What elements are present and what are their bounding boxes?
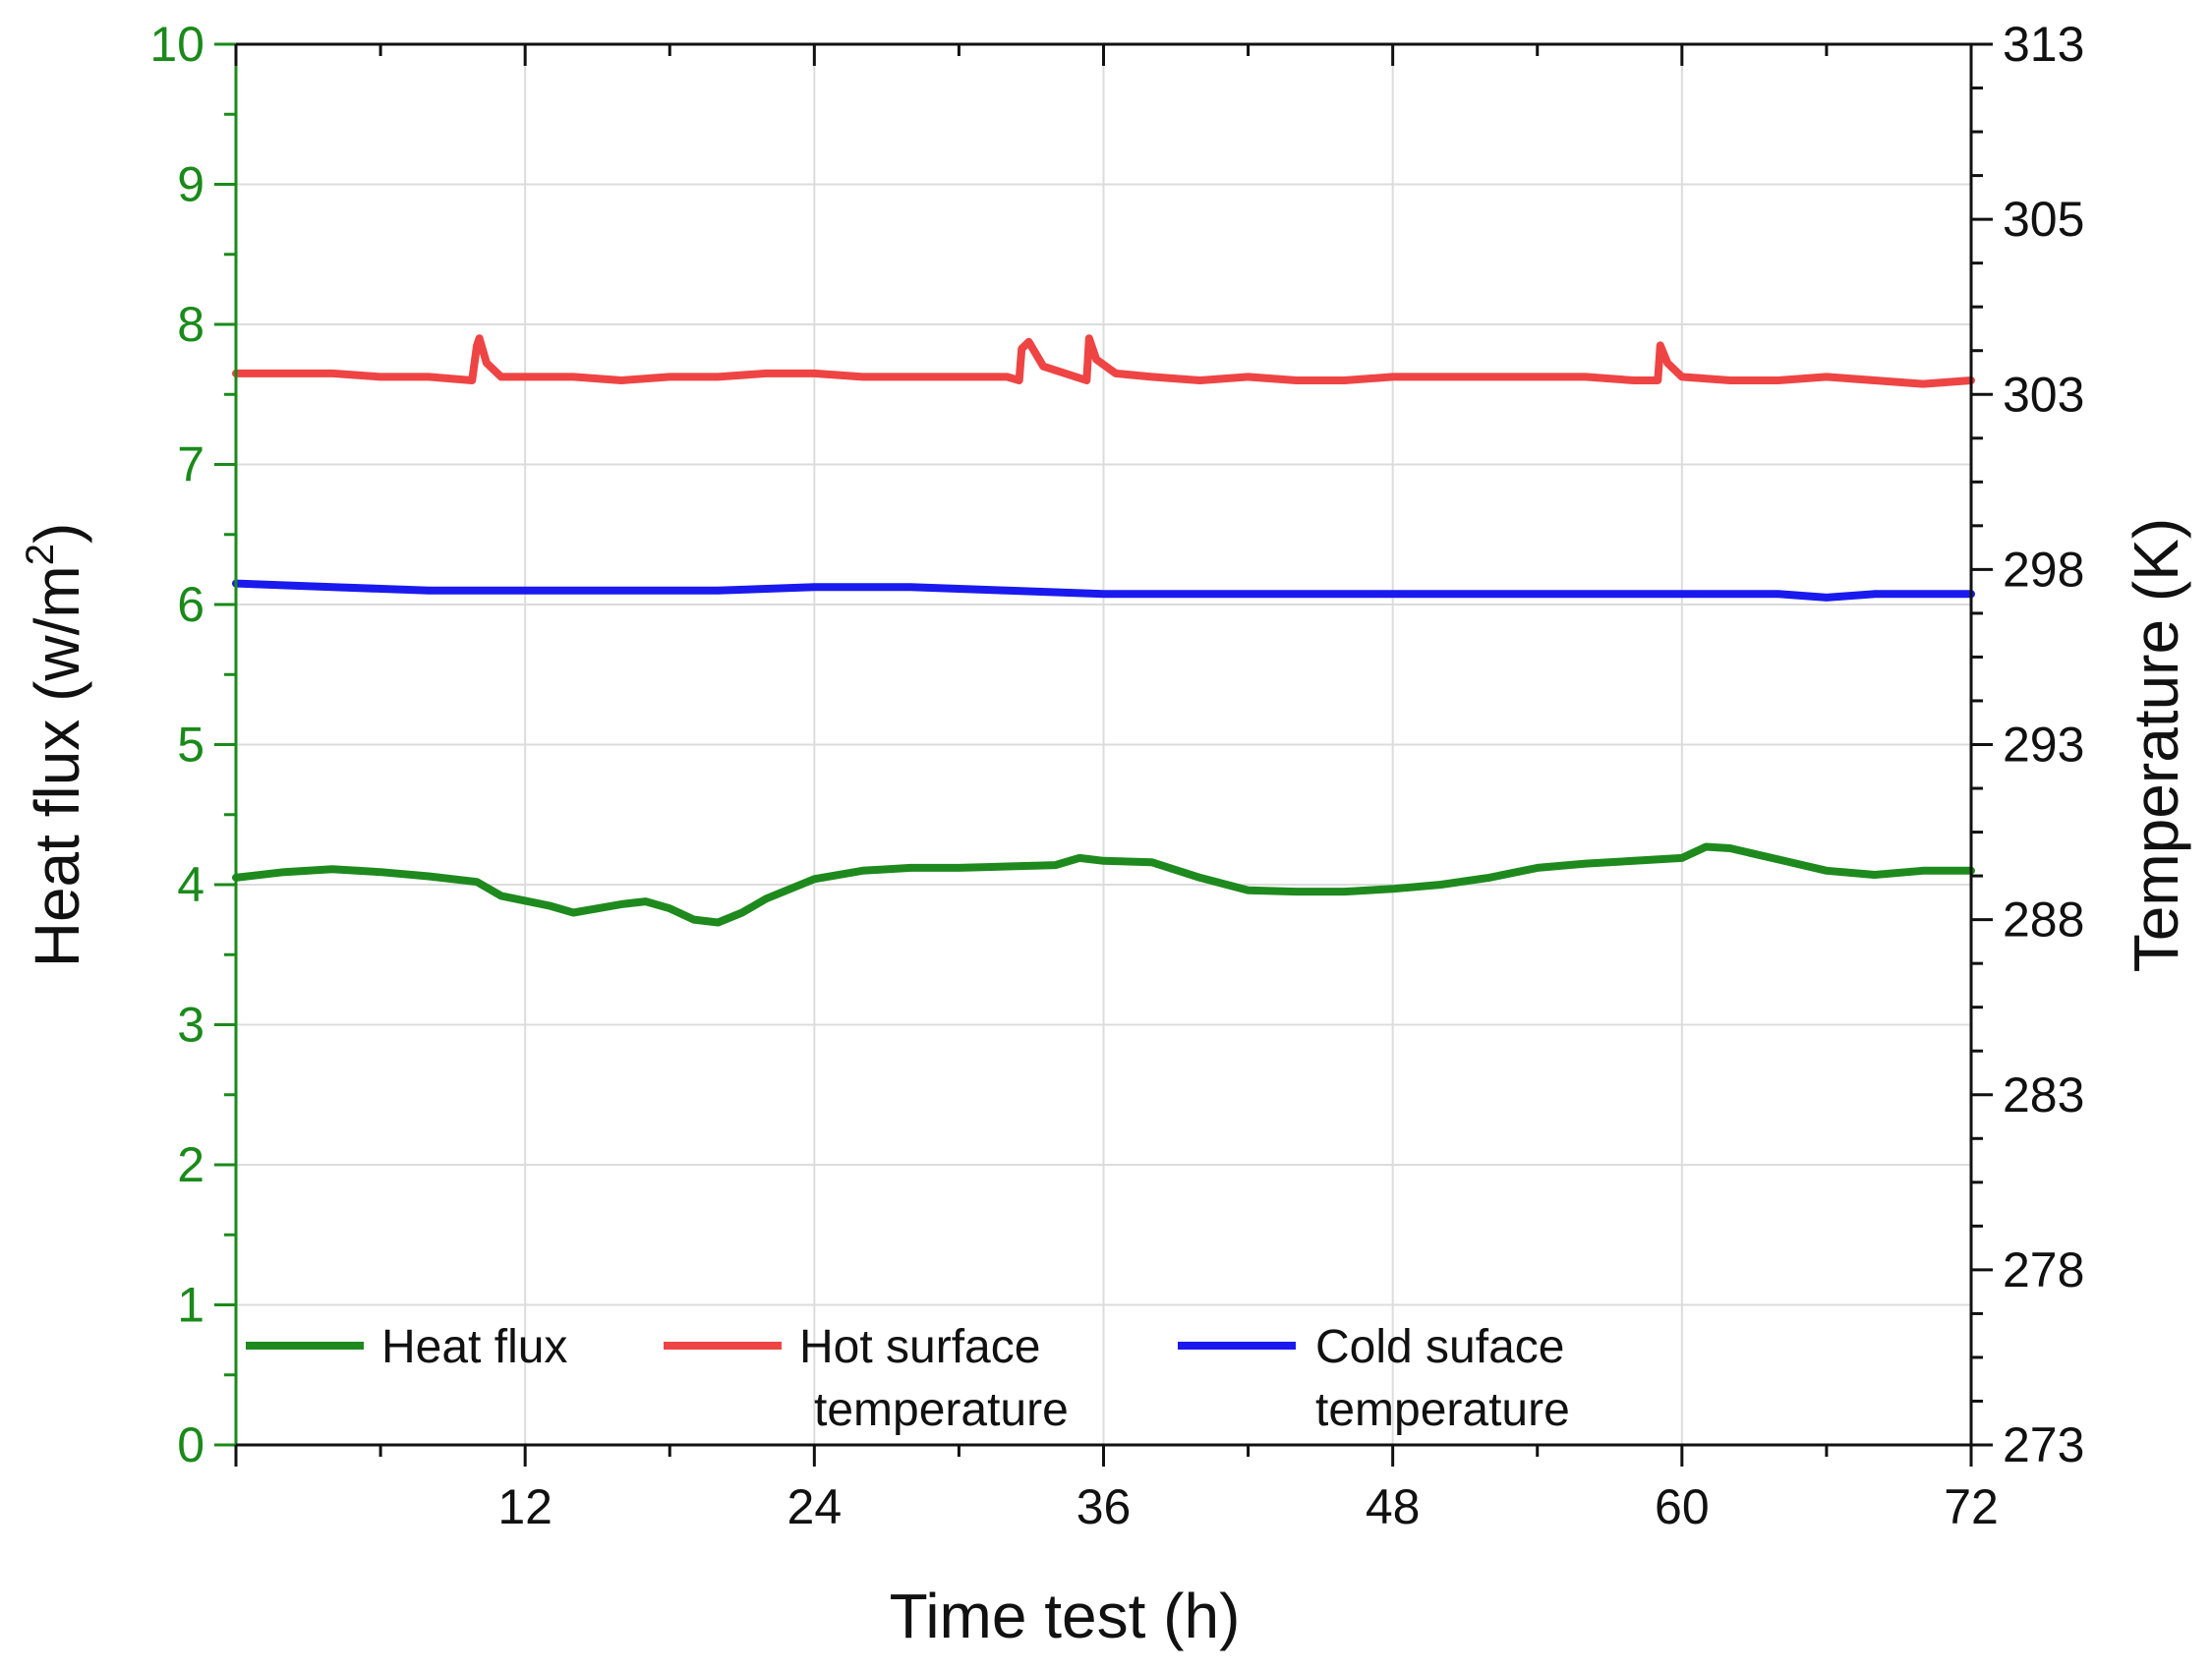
legend-label-cold-surface-line2: temperature (1315, 1384, 1570, 1436)
y-left-tick-label-9: 9 (177, 157, 204, 212)
series-line-heat-flux (232, 842, 1975, 927)
series-line-hot-surface-temperature (232, 334, 1975, 388)
left-axis-title-close: ) (22, 523, 92, 544)
x-tick-label-36: 36 (1077, 1479, 1132, 1534)
legend-label-cold-surface-line1: Cold suface (1315, 1321, 1564, 1373)
y-right-tick-label-288: 288 (2003, 893, 2084, 948)
right-axis-title: Temperature (K) (2121, 518, 2191, 972)
legend-label-hot-surface-line1: Hot surface (799, 1321, 1040, 1373)
legend-label-heat-flux: Heat flux (381, 1321, 567, 1373)
left-axis-title-main: Heat flux (w/m (22, 565, 92, 967)
x-tick-label-72: 72 (1944, 1479, 1999, 1534)
y-left-tick-label-7: 7 (177, 437, 204, 492)
y-left-tick-label-10: 10 (149, 17, 204, 72)
y-left-tick-label-5: 5 (177, 718, 204, 773)
left-axis-title-superscript: 2 (19, 544, 62, 565)
y-left-tick-label-1: 1 (177, 1278, 204, 1333)
tick-marks-and-labels: 0123456789102732782832882932983033053131… (149, 17, 2084, 1534)
y-right-tick-label-298: 298 (2003, 542, 2084, 597)
series-lines (232, 334, 1975, 927)
y-right-tick-label-273: 273 (2003, 1417, 2084, 1472)
x-axis-title: Time test (h) (890, 1581, 1241, 1651)
y-left-tick-label-0: 0 (177, 1417, 204, 1472)
y-left-tick-label-6: 6 (177, 577, 204, 632)
left-axis-title: Heat flux (w/m2) (19, 523, 92, 968)
legend-label-hot-surface-line2: temperature (814, 1384, 1069, 1436)
x-tick-label-48: 48 (1366, 1479, 1421, 1534)
legend: Heat flux Hot surface temperature Cold s… (246, 1321, 1570, 1436)
y-right-tick-label-313: 313 (2003, 17, 2084, 72)
x-tick-label-12: 12 (497, 1479, 553, 1534)
y-right-tick-label-305: 305 (2003, 192, 2084, 247)
y-left-tick-label-4: 4 (177, 857, 204, 912)
y-right-tick-label-278: 278 (2003, 1242, 2084, 1297)
grid-lines (236, 44, 1972, 1445)
y-left-tick-label-3: 3 (177, 998, 204, 1053)
series-line-cold-suface-temperature (232, 579, 1975, 602)
x-tick-label-60: 60 (1655, 1479, 1710, 1534)
y-left-tick-label-8: 8 (177, 297, 204, 352)
y-right-tick-label-293: 293 (2003, 718, 2084, 773)
x-tick-label-24: 24 (787, 1479, 843, 1534)
y-left-tick-label-2: 2 (177, 1137, 204, 1192)
y-right-tick-label-303: 303 (2003, 367, 2084, 422)
y-right-tick-label-283: 283 (2003, 1067, 2084, 1123)
